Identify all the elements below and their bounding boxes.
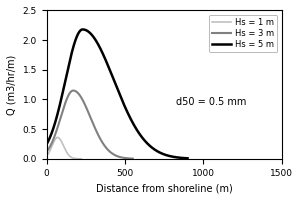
Hs = 5 m — [135, 128, 138, 131]
Hs = 5 m — [130, 121, 134, 123]
Hs = 5 m — [81, 28, 84, 31]
Hs = 5 m — [186, 157, 189, 160]
Hs = 3 m — [97, 135, 101, 138]
Hs = 5 m — [127, 114, 130, 116]
Hs = 1 m — [45, 155, 48, 157]
Hs = 1 m — [79, 158, 83, 160]
Hs = 5 m — [152, 148, 155, 150]
Hs = 5 m — [53, 121, 57, 123]
Hs = 1 m — [66, 152, 69, 155]
Hs = 1 m — [76, 158, 80, 160]
Line: Hs = 3 m: Hs = 3 m — [46, 91, 133, 159]
Hs = 3 m — [71, 89, 75, 92]
Line: Hs = 1 m: Hs = 1 m — [46, 137, 81, 159]
Hs = 5 m — [167, 154, 170, 157]
Hs = 5 m — [45, 143, 48, 145]
Hs = 1 m — [47, 152, 50, 154]
Hs = 3 m — [119, 156, 123, 158]
Hs = 1 m — [71, 157, 75, 159]
Hs = 3 m — [110, 152, 114, 155]
Hs = 3 m — [131, 157, 134, 160]
Hs = 3 m — [50, 142, 54, 144]
Hs = 3 m — [45, 150, 48, 153]
Hs = 1 m — [56, 136, 59, 139]
X-axis label: Distance from shoreline (m): Distance from shoreline (m) — [96, 183, 232, 193]
Hs = 3 m — [95, 131, 98, 133]
Hs = 3 m — [100, 140, 103, 142]
Hs = 1 m — [74, 157, 78, 160]
Hs = 1 m — [67, 154, 70, 156]
Text: d50 = 0.5 mm: d50 = 0.5 mm — [176, 97, 246, 107]
Line: Hs = 5 m: Hs = 5 m — [46, 29, 188, 158]
Y-axis label: Q (m3/hr/m): Q (m3/hr/m) — [7, 54, 17, 115]
Hs = 1 m — [65, 151, 68, 153]
Legend: Hs = 1 m, Hs = 3 m, Hs = 5 m: Hs = 1 m, Hs = 3 m, Hs = 5 m — [209, 15, 278, 52]
